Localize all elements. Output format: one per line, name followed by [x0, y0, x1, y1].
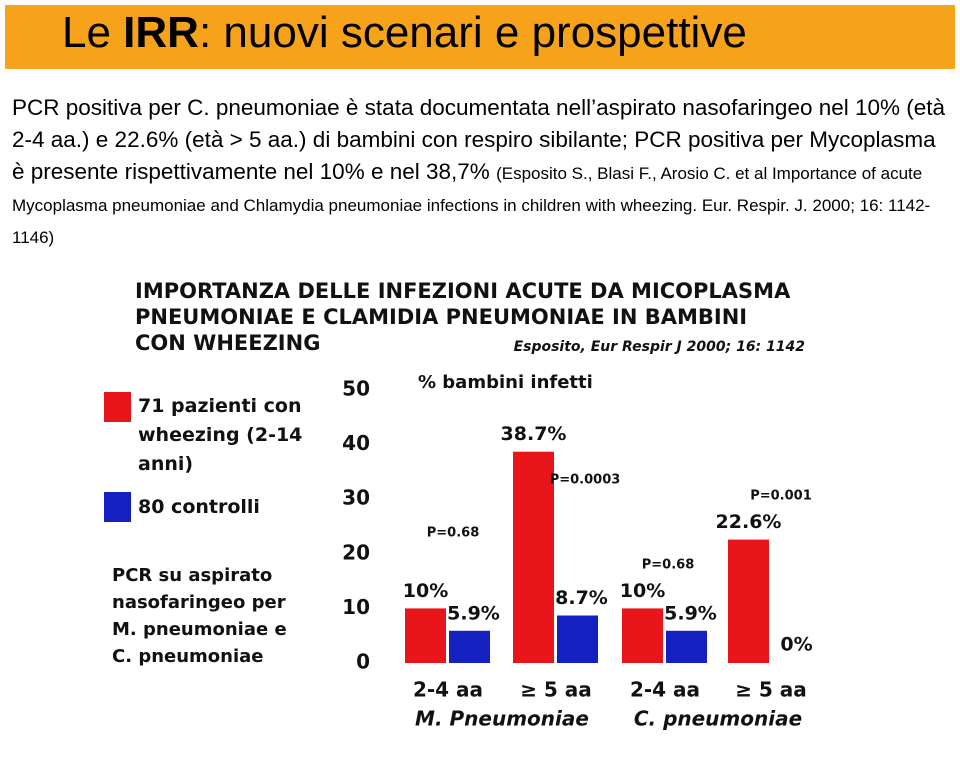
- legend-swatch: [104, 492, 131, 522]
- annotation: P=0.68: [642, 558, 695, 573]
- legend-label: 80 controlli: [138, 496, 260, 518]
- annotation: P=0.68: [427, 526, 480, 541]
- x-tick-label: 2-4 aa: [413, 678, 483, 702]
- slide-title: Le IRR: nuovi scenari e prospettive: [62, 8, 747, 58]
- title-bar: [5, 5, 955, 69]
- value-label: 5.9%: [447, 602, 500, 624]
- bar: [728, 539, 769, 663]
- bar: [513, 451, 554, 663]
- bar: [449, 630, 490, 663]
- x-tick-label: ≥ 5 aa: [735, 678, 807, 702]
- chart-title: PNEUMONIAE E CLAMIDIA PNEUMONIAE IN BAMB…: [135, 305, 747, 329]
- y-tick-label: 50: [342, 377, 370, 401]
- y-tick-label: 0: [356, 650, 370, 674]
- value-label: 22.6%: [716, 511, 782, 533]
- bar: [622, 608, 663, 663]
- value-label: 8.7%: [555, 587, 608, 609]
- value-label: 10%: [403, 580, 448, 602]
- y-tick-label: 20: [342, 540, 370, 564]
- x-tick-label: 2-4 aa: [630, 678, 700, 702]
- chart-background: [76, 268, 946, 763]
- value-label: 0%: [780, 634, 812, 656]
- bar: [557, 615, 598, 663]
- group-label: M. Pneumoniae: [415, 707, 589, 731]
- title-part: : nuovi scenari e prospettive: [198, 8, 747, 57]
- bar: [405, 608, 446, 663]
- annotation: P=0.001: [750, 489, 812, 504]
- title-part: Le: [62, 8, 124, 57]
- body-text: PCR positiva per C. pneumoniae è stata d…: [12, 92, 952, 252]
- citation: (Esposito S., Blasi F., Arosio C. et al …: [12, 164, 931, 247]
- chart-title: IMPORTANZA DELLE INFEZIONI ACUTE DA MICO…: [135, 279, 791, 303]
- chart-note: PCR su aspirato nasofaringeo per M. pneu…: [112, 565, 287, 667]
- legend-swatch: [104, 392, 131, 422]
- annotation: P=0.0003: [550, 473, 621, 488]
- value-label: 10%: [620, 580, 665, 602]
- legend-label: 71 pazienti con wheezing (2-14 anni): [138, 395, 303, 475]
- group-label: C. pneumoniae: [634, 707, 802, 731]
- y-tick-label: 40: [342, 431, 370, 455]
- y-tick-label: 30: [342, 486, 370, 510]
- value-label: 5.9%: [664, 602, 717, 624]
- bar: [666, 630, 707, 663]
- chart-title: CON WHEEZING: [135, 331, 320, 355]
- chart-subtitle: Esposito, Eur Respir J 2000; 16: 1142: [514, 339, 805, 355]
- x-tick-label: ≥ 5 aa: [520, 678, 592, 702]
- y-tick-label: 10: [342, 595, 370, 619]
- title-part: IRR: [123, 8, 199, 57]
- y-axis-label: % bambini infetti: [418, 372, 593, 393]
- value-label: 38.7%: [501, 423, 567, 445]
- paragraph: PCR positiva per C. pneumoniae è stata d…: [12, 95, 946, 184]
